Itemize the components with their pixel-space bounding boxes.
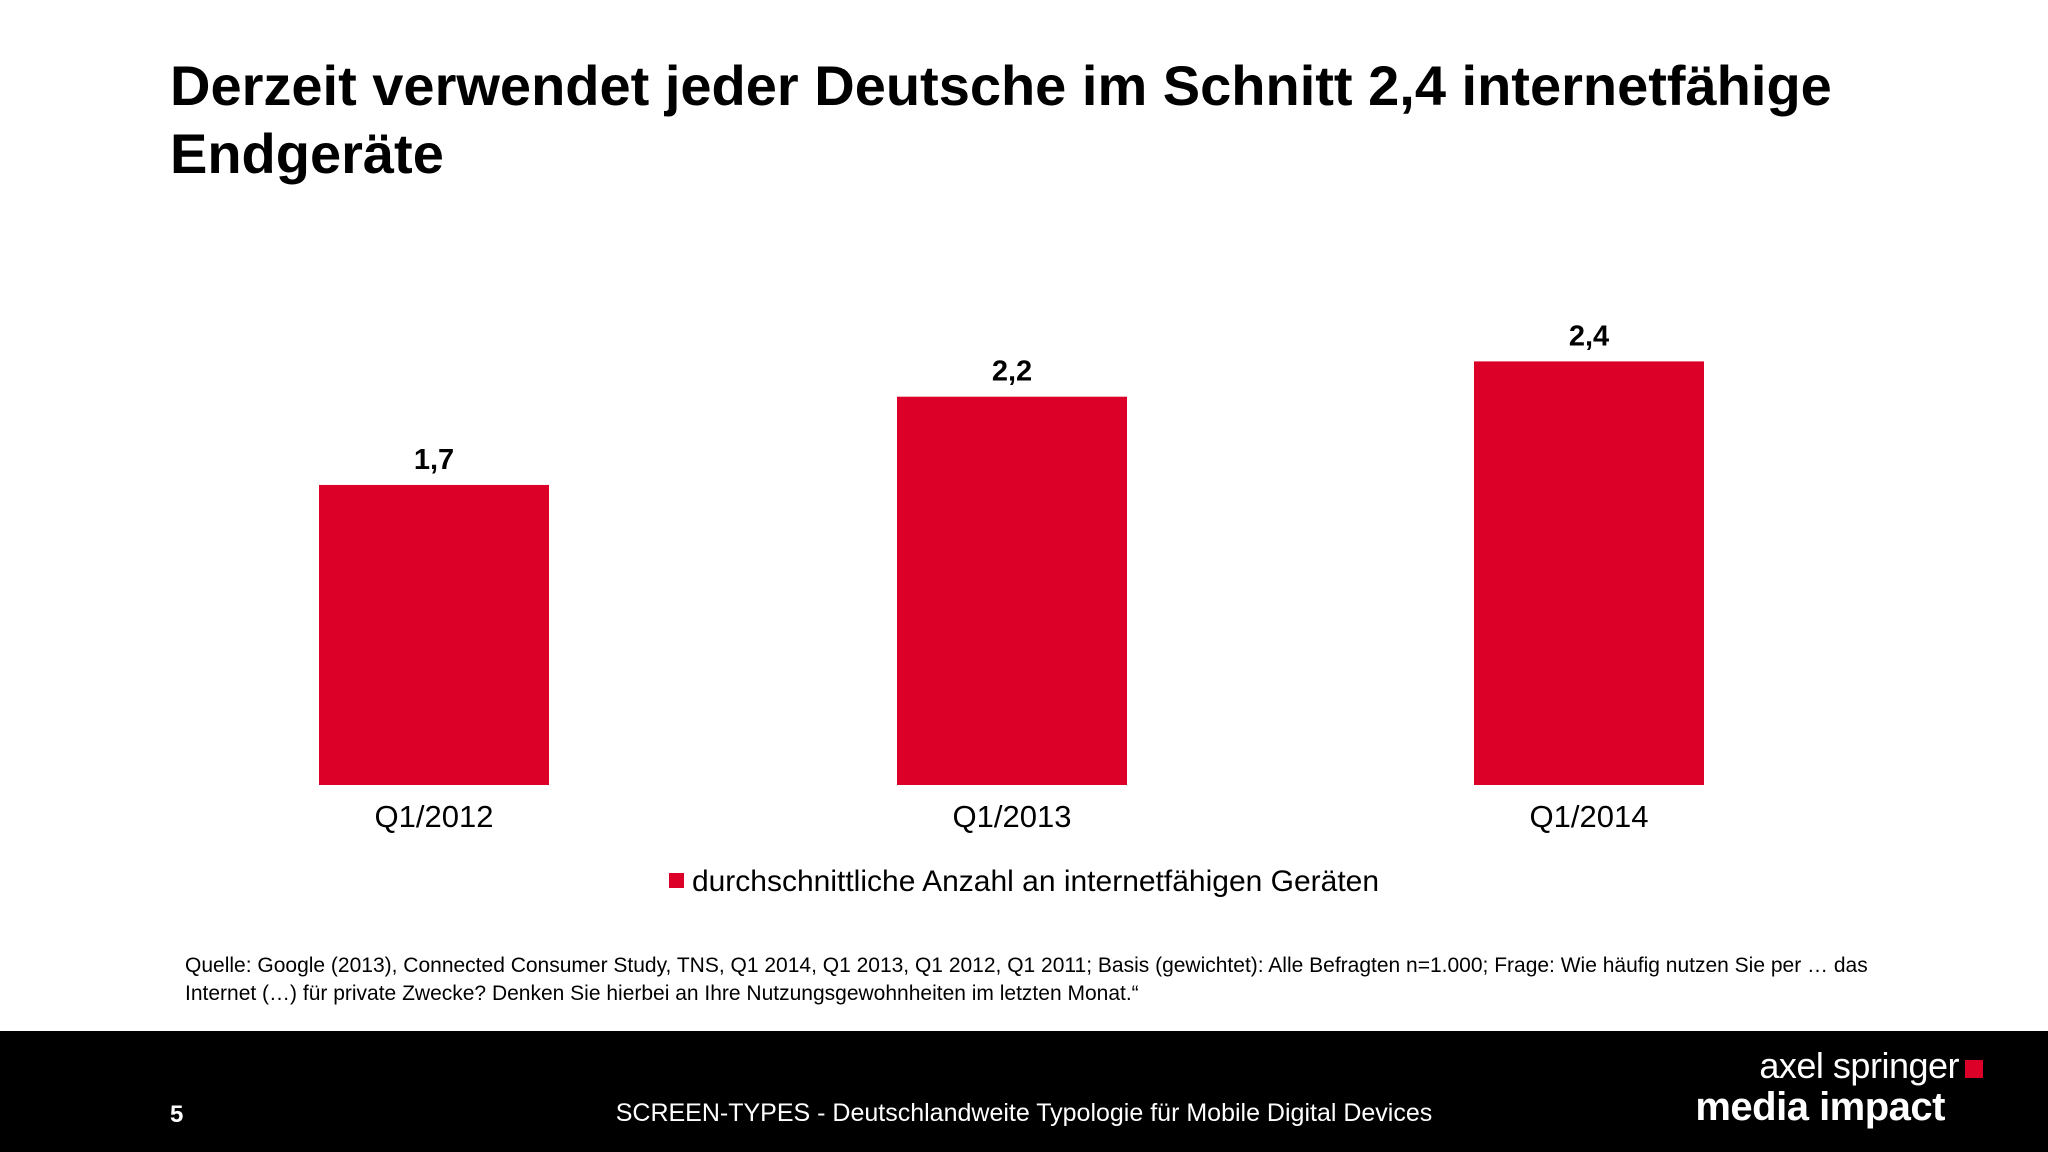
legend-swatch: [668, 873, 684, 888]
brand-logo: axel springer media impact: [1695, 1046, 1983, 1128]
source-note: Quelle: Google (2013), Connected Consume…: [185, 954, 1868, 1005]
brand-name-bottom: media impact: [1695, 1085, 1945, 1129]
brand-square-icon: [1965, 1060, 1983, 1078]
bar-chart: 1,7 Q1/2012 2,2 Q1/2013 2,4 Q1/2014: [319, 320, 1704, 834]
data-label: 2,4: [1569, 320, 1609, 352]
x-tick-label: Q1/2014: [1530, 799, 1649, 834]
bar-Q1/2013: [897, 396, 1127, 785]
brand-name-top: axel springer: [1759, 1045, 1959, 1086]
footer-text: SCREEN-TYPES - Deutschlandweite Typologi…: [615, 1099, 1433, 1127]
chart-legend: durchschnittliche Anzahl an internetfähi…: [0, 862, 2048, 902]
x-tick-label: Q1/2013: [953, 799, 1072, 834]
footer-bar: 5 SCREEN-TYPES - Deutschlandweite Typolo…: [0, 1031, 2048, 1152]
data-label: 2,2: [992, 356, 1032, 388]
legend-label: durchschnittliche Anzahl an internetfähi…: [691, 865, 1380, 898]
data-label: 1,7: [414, 444, 454, 476]
slide-title: Derzeit verwendet jeder Deutsche im Schn…: [170, 54, 1832, 185]
page-number: 5: [170, 1101, 184, 1128]
bar-Q1/2014: [1474, 361, 1704, 785]
bar-Q1/2012: [319, 484, 549, 785]
x-tick-label: Q1/2012: [375, 799, 494, 834]
